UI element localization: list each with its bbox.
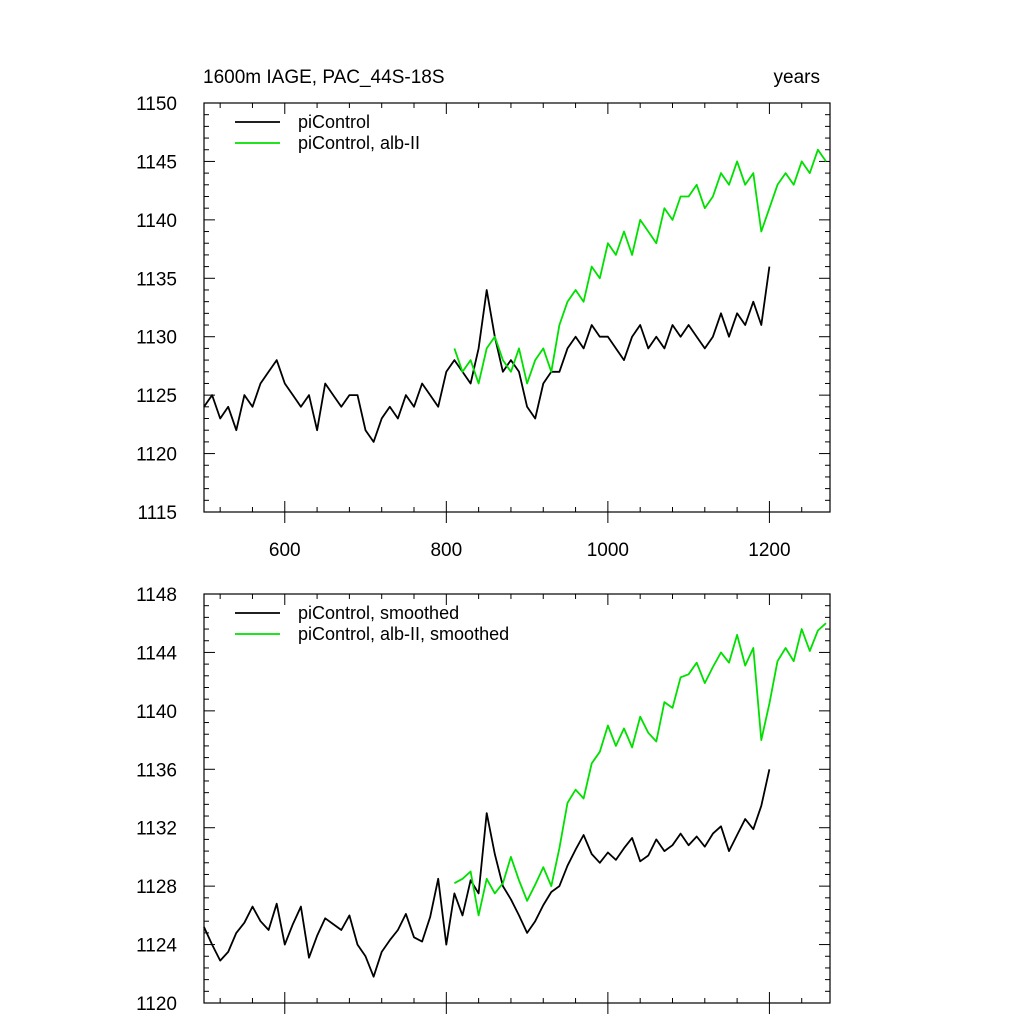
bottom-series-line-0	[203, 769, 771, 978]
x-tick-label: 1200	[748, 540, 790, 561]
top-panel-title: 1600m IAGE, PAC_44S-18S	[203, 67, 445, 88]
y-tick-label: 1125	[136, 386, 177, 407]
x-tick-label: 800	[430, 540, 462, 561]
x-tick-label: 1000	[587, 540, 629, 561]
bottom-panel-legend: piControl, smoothed piControl, alb-II, s…	[235, 603, 509, 644]
top-panel: 1600m IAGE, PAC_44S-18S years piControl …	[136, 67, 831, 561]
top-panel-legend: piControl piControl, alb-II	[235, 112, 420, 153]
y-tick-label: 1115	[138, 503, 177, 524]
y-tick-label: 1132	[136, 819, 177, 840]
y-tick-label: 1140	[136, 211, 177, 232]
legend-label-picontrol-alb-ii-smoothed: piControl, alb-II, smoothed	[298, 624, 509, 644]
plot-frame	[203, 102, 831, 513]
y-tick-label: 1135	[136, 269, 177, 290]
y-tick-label: 1128	[136, 877, 177, 898]
y-tick-label: 1150	[136, 94, 177, 115]
top-series-line-1	[453, 148, 827, 385]
y-tick-label: 1145	[136, 152, 177, 173]
y-tick-label: 1130	[136, 328, 177, 349]
y-tick-label: 1136	[136, 760, 177, 781]
bottom-series-line-1	[453, 622, 827, 917]
y-tick-label: 1140	[136, 702, 177, 723]
y-tick-label: 1124	[136, 936, 177, 957]
legend-label-picontrol: piControl	[298, 112, 370, 132]
plot-frame	[203, 593, 831, 1004]
legend-label-picontrol-alb-ii: piControl, alb-II	[298, 133, 420, 153]
top-panel-units-label: years	[774, 67, 820, 88]
y-tick-label: 1120	[136, 994, 177, 1015]
x-tick-label: 600	[269, 540, 301, 561]
y-tick-label: 1148	[136, 585, 177, 606]
y-tick-label: 1144	[136, 643, 177, 664]
top-series-line-0	[203, 266, 771, 443]
y-tick-label: 1120	[136, 445, 177, 466]
legend-label-picontrol-smoothed: piControl, smoothed	[298, 603, 459, 623]
bottom-panel: piControl, smoothed piControl, alb-II, s…	[136, 585, 831, 1015]
